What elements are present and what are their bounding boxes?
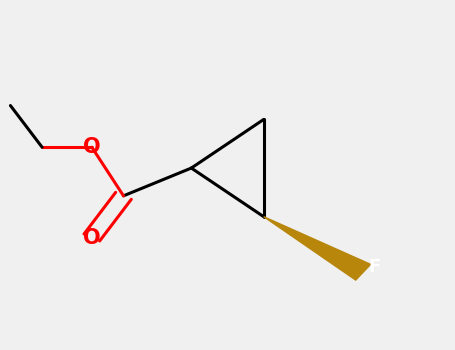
Text: O: O [83, 228, 101, 247]
Polygon shape [264, 217, 371, 280]
Text: F: F [369, 258, 380, 276]
Text: O: O [83, 137, 101, 157]
